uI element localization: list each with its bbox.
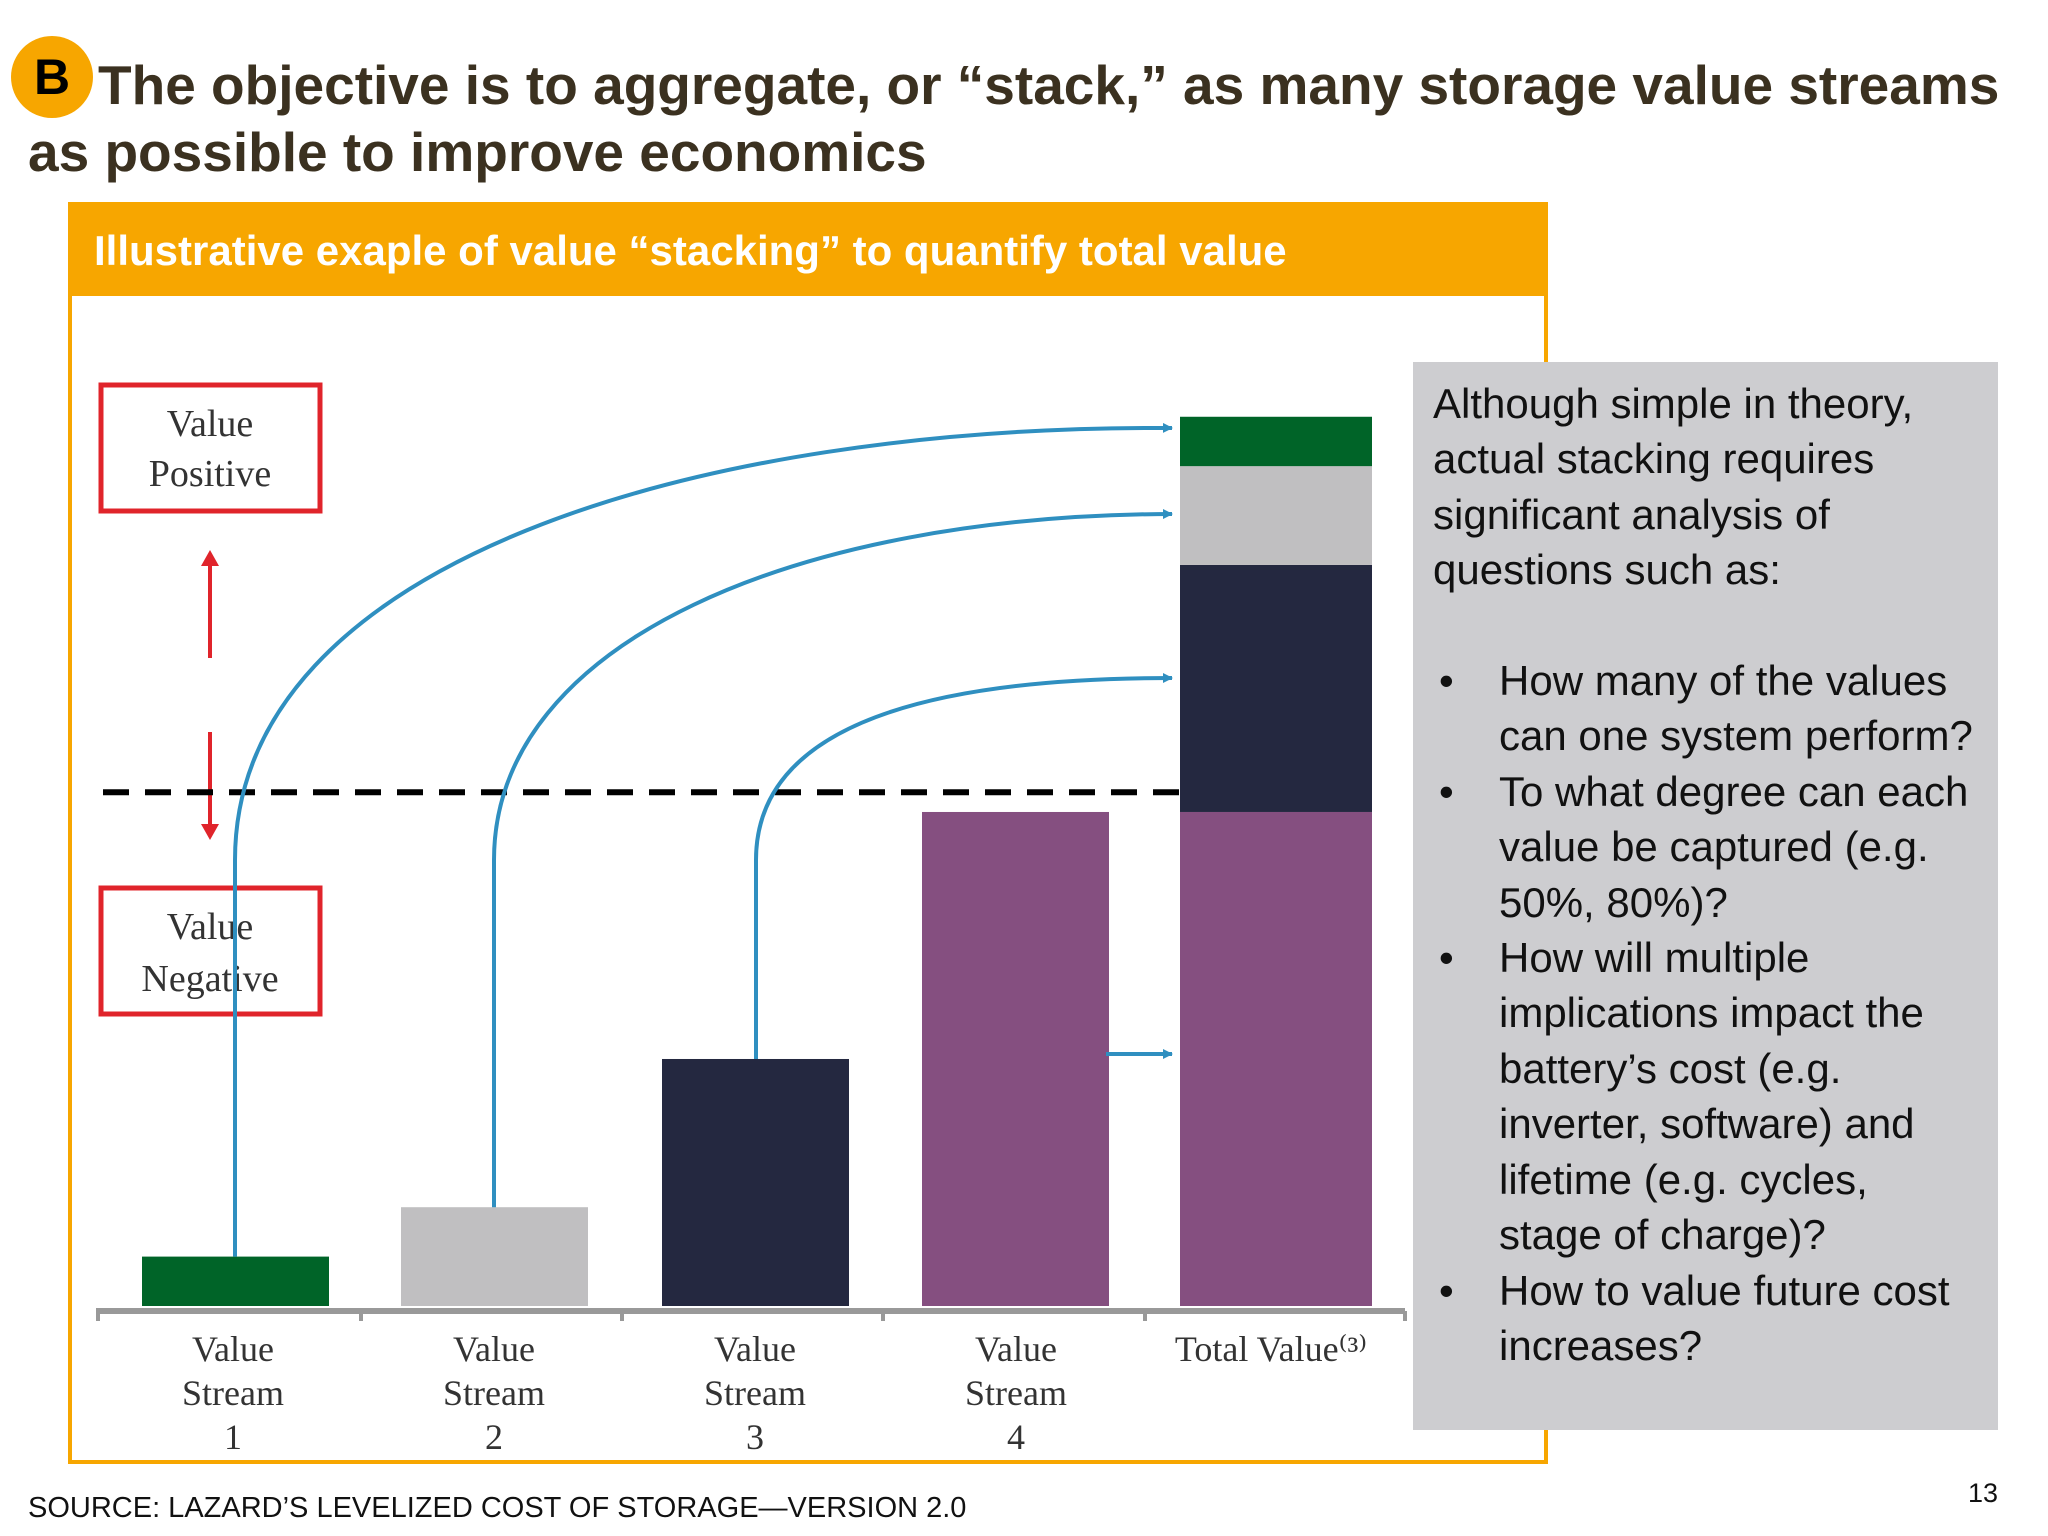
bullet-dot: • — [1439, 656, 1454, 704]
note-question-list: • How many of the values can one system p… — [1433, 653, 1978, 1374]
stream-2-connector-arrow — [492, 509, 1173, 1208]
note-intro: Although simple in theory, actual stacki… — [1433, 380, 1914, 594]
slide-title: The objective is to aggregate, or “stack… — [28, 54, 2000, 184]
bar-value-stream-4 — [922, 811, 1109, 1306]
value-positive-label-line2: Positive — [149, 453, 271, 495]
note-bullet-3: • How will multiple implications impact t… — [1433, 930, 1978, 1263]
source-note: SOURCE: LAZARD’S LEVELIZED COST OF STORA… — [28, 1492, 967, 1524]
total-bar-segment-stream-3 — [1180, 564, 1372, 812]
x-tick-label: Value — [714, 1329, 796, 1369]
stream-3-connector-arrow — [754, 673, 1173, 1059]
bullet-dot: • — [1439, 933, 1454, 981]
x-tick-label: Stream — [965, 1373, 1067, 1413]
x-tick-label: 4 — [1007, 1417, 1025, 1457]
x-tick-label: 3 — [746, 1417, 764, 1457]
note-bullet-text: To what degree can each value be capture… — [1499, 767, 1969, 926]
value-stacking-chart: Value Positive Value Negative ValueStrea… — [96, 382, 1407, 1457]
stream-1-connector-arrow — [233, 422, 1173, 1257]
x-tick-label: 2 — [485, 1417, 503, 1457]
value-positive-box — [98, 382, 323, 514]
x-tick-label: 1 — [224, 1417, 242, 1457]
note-bullet-text: How to value future cost increases? — [1499, 1266, 1950, 1369]
note-bullet-text: How will multiple implications impact th… — [1499, 933, 1924, 1259]
x-tick-label: Stream — [443, 1373, 545, 1413]
value-negative-label-line1: Value — [167, 906, 254, 948]
bullet-dot: • — [1439, 1266, 1454, 1314]
bullet-dot: • — [1439, 767, 1454, 815]
section-badge: B — [11, 36, 93, 118]
x-tick-label: Total Value⁽³⁾ — [1175, 1329, 1367, 1369]
x-tick-label: Value — [192, 1329, 274, 1369]
value-negative-label-line2: Negative — [141, 958, 278, 1000]
bar-value-stream-2 — [401, 1207, 588, 1306]
note-bullet-1: • How many of the values can one system p… — [1433, 653, 1978, 764]
value-positive-label-line1: Value — [167, 403, 254, 445]
total-bar-segment-stream-2 — [1180, 466, 1372, 565]
bar-value-stream-3 — [662, 1058, 849, 1306]
value-negative-box — [98, 885, 323, 1017]
page-number: 13 — [1968, 1478, 1999, 1508]
note-bullet-4: • How to value future cost increases? — [1433, 1263, 1978, 1374]
total-bar-segment-stream-4 — [1180, 811, 1372, 1306]
x-tick-label: Value — [975, 1329, 1057, 1369]
note-bullet-2: • To what degree can each value be captur… — [1433, 764, 1978, 930]
bar-value-stream-1 — [142, 1256, 329, 1306]
note-bullet-text: How many of the values can one system pe… — [1499, 656, 1973, 760]
total-bar-segment-stream-1 — [1180, 416, 1372, 467]
x-tick-label: Stream — [182, 1373, 284, 1413]
analysis-note: Although simple in theory, actual stacki… — [1413, 362, 1998, 1430]
panel-header: Illustrative exaple of value “stacking” … — [72, 206, 1544, 296]
x-tick-label: Value — [453, 1329, 535, 1369]
x-tick-label: Stream — [704, 1373, 806, 1413]
